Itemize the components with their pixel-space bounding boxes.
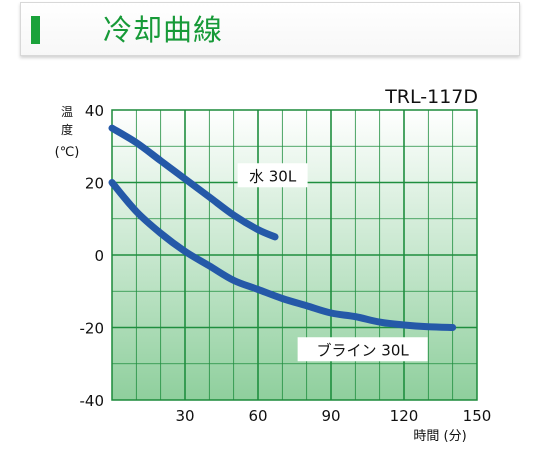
y-axis-label-line-1: 温 [61,105,73,119]
plot-border [111,109,478,401]
label-layer: 40 20 0 -20 -40 30 60 90 120 150 水 30L ブライン 30L [80,102,492,425]
y-axis-label-line-2: 度 [61,122,73,137]
series-label: ブライン 30L [317,341,410,359]
series-layer [108,124,457,331]
y-axis-label-line-3: (℃) [55,145,80,160]
header-accent-bar [31,16,40,44]
model-label: TRL-117D [384,86,478,108]
x-tick-label: 120 [390,407,419,425]
series-line-water [108,124,279,241]
series-label: 水 30L [249,167,297,185]
x-tick-label: 60 [248,407,267,425]
y-tick-label: 20 [85,175,104,193]
section-header: 冷却曲線 [20,2,520,56]
x-tick-label: 30 [175,407,194,425]
series-label-background [237,163,308,188]
x-tick-label: 150 [463,407,492,425]
y-tick-label: 40 [85,102,104,120]
y-tick-label: 0 [94,247,104,265]
y-tick-label: -40 [80,392,105,410]
y-tick-label: -20 [80,320,105,338]
page-title: 冷却曲線 [103,13,224,47]
series-label-background [297,337,428,362]
series-line-brine [108,179,457,331]
x-axis-label: 時間 (分) [413,429,466,444]
x-tick-label: 90 [321,407,340,425]
